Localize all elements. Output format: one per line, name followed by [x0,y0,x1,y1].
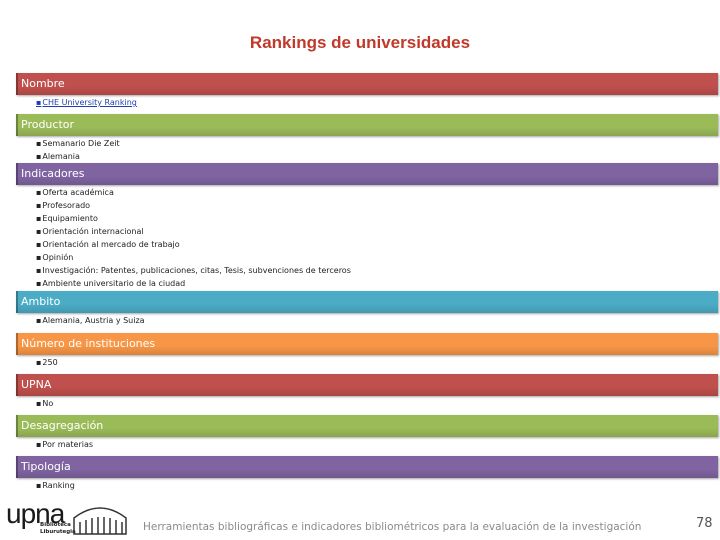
list-item: No [36,399,53,409]
section-heading: Productor [16,114,718,136]
footer-text: Herramientas bibliográficas e indicadore… [143,521,642,533]
list-item: Investigación: Patentes, publicaciones, … [36,266,350,276]
section-heading: UPNA [16,374,718,396]
list-item: Semanario Die Zeit [36,139,119,149]
page-number: 78 [696,516,713,531]
section-heading: Número de instituciones [16,333,718,355]
list-item: Ambiente universitario de la ciudad [36,279,185,289]
list-item: Profesorado [36,201,90,211]
logo-sub: Biblioteca [40,522,71,528]
logo-building [73,507,127,535]
list-item: 250 [36,358,57,368]
section-heading: Indicadores [16,163,718,185]
list-item: Alemania, Austria y Suiza [36,316,144,326]
title: Rankings de universidades [249,33,471,52]
section-heading: Nombre [16,73,718,95]
section-heading: Ambito [16,291,718,313]
list-item: Ranking [36,481,74,491]
list-item: Opinión [36,253,73,263]
list-item: Alemania [36,152,80,162]
section-heading: Desagregación [16,415,718,437]
list-item: Orientación al mercado de trabajo [36,240,179,250]
list-item: Orientación internacional [36,227,143,237]
list-item: Por materias [36,440,93,450]
list-item: Oferta académica [36,188,113,198]
logo-sub: Liburutegia [40,529,76,535]
section-heading: Tipología [16,456,718,478]
list-item: Equipamiento [36,214,97,224]
link[interactable]: CHE University Ranking [36,98,136,108]
logo: upna [6,498,65,529]
